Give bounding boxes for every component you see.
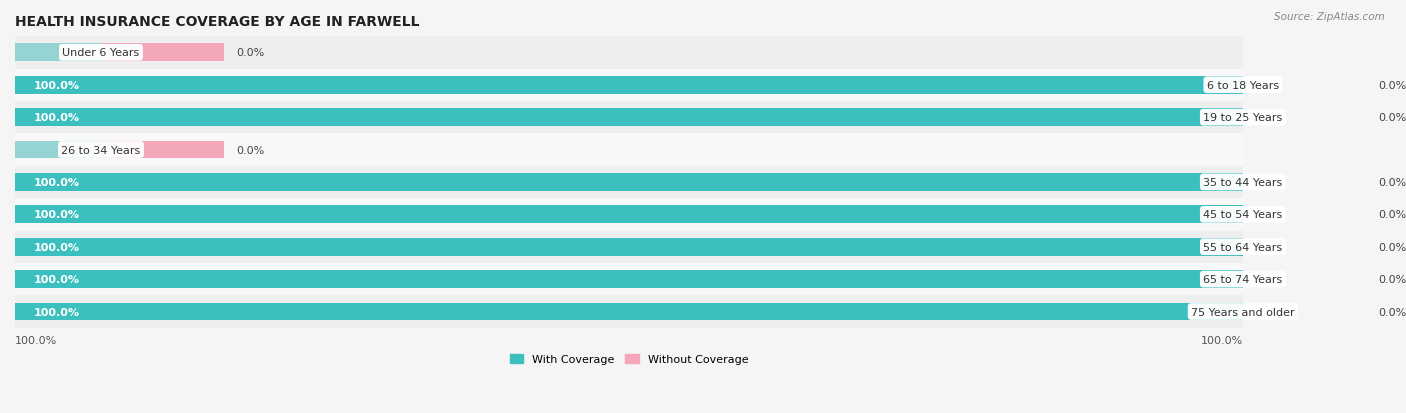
Text: 100.0%: 100.0% [34,113,79,123]
Bar [15,134,1243,166]
Text: 55 to 64 Years: 55 to 64 Years [1204,242,1282,252]
Bar [15,77,1243,95]
Text: 0.0%: 0.0% [1378,113,1406,123]
Bar [15,102,1243,134]
Bar [15,199,1243,231]
Legend: With Coverage, Without Coverage: With Coverage, Without Coverage [505,350,752,369]
Bar [15,263,1243,296]
Bar [101,44,224,62]
Bar [101,141,224,159]
Text: 0.0%: 0.0% [1378,242,1406,252]
Text: 100.0%: 100.0% [34,210,79,220]
Bar [15,109,1243,127]
Bar [15,166,1243,199]
Bar [15,231,1243,263]
Text: Under 6 Years: Under 6 Years [62,48,139,58]
Bar [1243,173,1365,191]
Bar [1243,238,1365,256]
Text: 0.0%: 0.0% [60,48,89,58]
Text: 100.0%: 100.0% [34,81,79,90]
Bar [15,206,1243,224]
Bar [1243,271,1365,288]
Bar [15,37,1243,69]
Text: 100.0%: 100.0% [1201,335,1243,345]
Text: 0.0%: 0.0% [60,145,89,155]
Text: 0.0%: 0.0% [1378,81,1406,90]
Bar [15,296,1243,328]
Text: 35 to 44 Years: 35 to 44 Years [1204,178,1282,188]
Text: 0.0%: 0.0% [236,145,264,155]
Bar [1243,206,1365,224]
Bar [15,271,1243,288]
Bar [15,141,101,159]
Text: 45 to 54 Years: 45 to 54 Years [1204,210,1282,220]
Text: 100.0%: 100.0% [34,178,79,188]
Bar [15,44,101,62]
Text: 100.0%: 100.0% [15,335,58,345]
Bar [1243,109,1365,127]
Text: 100.0%: 100.0% [34,307,79,317]
Text: 0.0%: 0.0% [1378,307,1406,317]
Text: 0.0%: 0.0% [1378,275,1406,285]
Bar [15,69,1243,102]
Text: 0.0%: 0.0% [236,48,264,58]
Text: 19 to 25 Years: 19 to 25 Years [1204,113,1282,123]
Bar [15,173,1243,191]
Bar [15,303,1243,320]
Text: 100.0%: 100.0% [34,242,79,252]
Bar [15,238,1243,256]
Text: Source: ZipAtlas.com: Source: ZipAtlas.com [1274,12,1385,22]
Text: 75 Years and older: 75 Years and older [1191,307,1295,317]
Bar [1243,303,1365,320]
Text: 26 to 34 Years: 26 to 34 Years [62,145,141,155]
Text: 100.0%: 100.0% [34,275,79,285]
Text: HEALTH INSURANCE COVERAGE BY AGE IN FARWELL: HEALTH INSURANCE COVERAGE BY AGE IN FARW… [15,15,419,29]
Text: 6 to 18 Years: 6 to 18 Years [1206,81,1279,90]
Text: 0.0%: 0.0% [1378,178,1406,188]
Bar [1243,77,1365,95]
Text: 65 to 74 Years: 65 to 74 Years [1204,275,1282,285]
Text: 0.0%: 0.0% [1378,210,1406,220]
